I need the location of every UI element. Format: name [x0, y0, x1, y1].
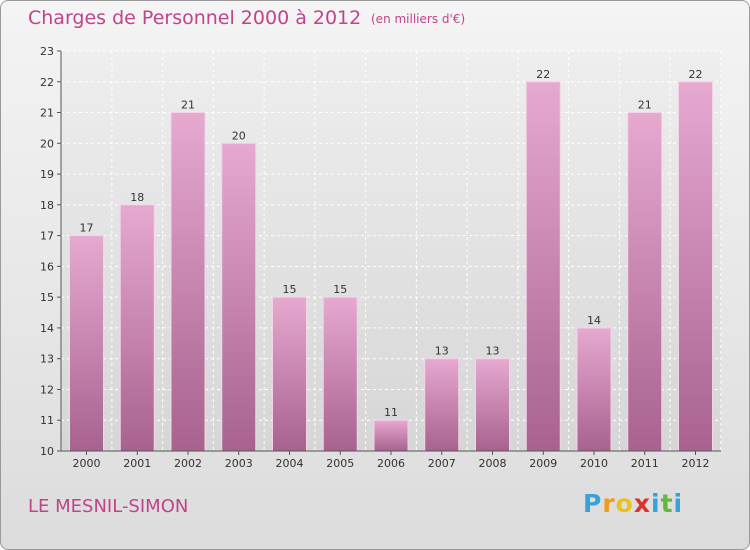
- logo-letter: P: [583, 489, 603, 518]
- bar: [272, 296, 307, 452]
- bar-value-label: 11: [384, 406, 398, 419]
- y-tick-label: 17: [40, 230, 54, 243]
- bar: [678, 81, 713, 452]
- y-tick-label: 20: [40, 137, 54, 150]
- bar: [322, 296, 358, 452]
- y-tick-label: 13: [40, 353, 54, 366]
- x-tick-label: 2009: [529, 457, 557, 470]
- y-tick-label: 22: [40, 76, 54, 89]
- x-tick-label: 2012: [682, 457, 710, 470]
- logo-letter: r: [602, 489, 616, 518]
- bar-value-label: 14: [587, 314, 601, 327]
- y-tick-label: 16: [40, 260, 54, 273]
- bar: [424, 358, 460, 452]
- data-labels: 17 18 21 20 15 15 11 13 13 22 14 21 22: [80, 68, 703, 419]
- plot-area: [61, 51, 721, 451]
- bar: [119, 204, 155, 452]
- bar: [525, 81, 561, 452]
- y-tick-label: 23: [40, 45, 54, 58]
- x-tick-label: 2007: [428, 457, 456, 470]
- logo-letter: t: [660, 489, 674, 518]
- bar-value-label: 15: [333, 283, 347, 296]
- bar: [69, 235, 104, 452]
- bar-value-label: 21: [638, 99, 652, 112]
- bar-value-label: 17: [80, 222, 94, 235]
- bar: [170, 112, 206, 452]
- y-tick-label: 15: [40, 291, 54, 304]
- bar: [627, 112, 663, 452]
- axes: 10 11 12 13 14 15 16 17 18 19 20 21 22 23 2000 2001 2002…: [40, 45, 721, 470]
- logo-letter: x: [633, 489, 651, 518]
- bar-value-label: 22: [536, 68, 550, 81]
- logo-letter: i: [651, 489, 661, 518]
- y-tick-label: 10: [40, 445, 54, 458]
- y-tick-label: 11: [40, 414, 54, 427]
- x-tick-label: 2011: [631, 457, 659, 470]
- x-tick-label: 2004: [276, 457, 304, 470]
- y-tick-label: 12: [40, 383, 54, 396]
- bar-value-label: 21: [181, 99, 195, 112]
- bar-value-label: 22: [689, 68, 703, 81]
- x-tick-label: 2002: [174, 457, 202, 470]
- y-tick-label: 14: [40, 322, 54, 335]
- y-tick-label: 19: [40, 168, 54, 181]
- bar-value-label: 18: [130, 191, 144, 204]
- chart-title: Charges de Personnel 2000 à 2012: [28, 7, 362, 29]
- x-tick-label: 2008: [479, 457, 507, 470]
- x-tick-label: 2003: [225, 457, 253, 470]
- logo-letter: o: [615, 489, 634, 518]
- bar: [475, 358, 510, 452]
- proxiti-logo: Proxiti: [583, 489, 683, 518]
- commune-name: LE MESNIL-SIMON: [28, 496, 189, 517]
- bars: [69, 81, 713, 452]
- y-tick-label: 18: [40, 199, 54, 212]
- x-tick-label: 2010: [580, 457, 608, 470]
- x-tick-label: 2006: [377, 457, 405, 470]
- bar-value-label: 20: [232, 129, 246, 142]
- bar: [576, 327, 612, 452]
- x-tick-label: 2005: [326, 457, 354, 470]
- chart-subtitle: (en milliers d'€): [371, 12, 466, 26]
- bar: [221, 142, 257, 452]
- bar-value-label: 15: [283, 283, 297, 296]
- logo-letter: i: [673, 489, 684, 518]
- y-tick-label: 21: [40, 107, 54, 120]
- bar-value-label: 13: [435, 345, 449, 358]
- x-tick-label: 2000: [73, 457, 101, 470]
- bar: [373, 419, 409, 452]
- x-tick-label: 2001: [123, 457, 151, 470]
- bar-value-label: 13: [486, 345, 500, 358]
